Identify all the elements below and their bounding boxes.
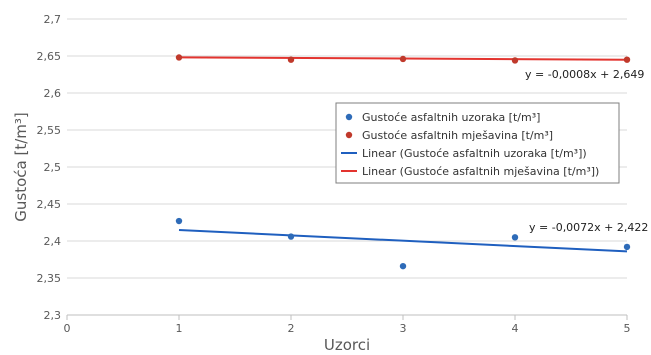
y-tick-label: 2,3 bbox=[44, 309, 62, 322]
data-point bbox=[399, 55, 407, 63]
x-tick-labels: 0 1 2 3 4 5 bbox=[64, 322, 631, 335]
y-tick-label: 2,45 bbox=[37, 198, 62, 211]
x-tick-label: 4 bbox=[512, 322, 519, 335]
legend-entry: Gustoće asfaltnih uzoraka [t/m³] bbox=[362, 111, 540, 124]
legend-marker bbox=[345, 131, 353, 139]
axes bbox=[66, 314, 628, 320]
x-tick-label: 2 bbox=[288, 322, 295, 335]
y-tick-label: 2,5 bbox=[44, 161, 62, 174]
data-point bbox=[399, 262, 407, 270]
legend-box bbox=[335, 102, 620, 184]
x-tick-label: 1 bbox=[176, 322, 183, 335]
legend-marker bbox=[345, 113, 353, 121]
legend-entry: Gustoće asfaltnih mješavina [t/m³] bbox=[362, 129, 553, 142]
x-tick-label: 0 bbox=[64, 322, 71, 335]
y-tick-label: 2,35 bbox=[37, 272, 62, 285]
y-tick-label: 2,65 bbox=[37, 50, 62, 63]
data-point bbox=[175, 217, 183, 225]
y-tick-label: 2,4 bbox=[44, 235, 62, 248]
y-tick-label: 2,7 bbox=[44, 13, 62, 26]
data-points bbox=[175, 54, 631, 270]
y-axis-title: Gustoća [t/m³] bbox=[12, 112, 30, 221]
data-point bbox=[287, 233, 295, 240]
legend-entry: Linear (Gustoće asfaltnih uzoraka [t/m³]… bbox=[362, 147, 587, 160]
x-tick-label: 3 bbox=[400, 322, 407, 335]
data-point bbox=[623, 56, 631, 63]
data-point bbox=[175, 54, 183, 61]
y-tick-labels: 2,3 2,35 2,4 2,45 2,5 2,55 2,6 2,65 2,7 bbox=[37, 13, 62, 322]
legend: Gustoće asfaltnih uzoraka [t/m³] Gustoće … bbox=[335, 102, 620, 184]
trendline-equation: y = -0,0008x + 2,649 bbox=[525, 68, 644, 81]
trend-equations: y = -0,0072x + 2,422 y = -0,0008x + 2,649 bbox=[525, 68, 648, 234]
data-point bbox=[511, 234, 519, 241]
y-tick-label: 2,55 bbox=[37, 124, 62, 137]
x-axis-title: Uzorci bbox=[324, 336, 370, 354]
data-point bbox=[287, 56, 295, 63]
legend-entry: Linear (Gustoće asfaltnih mješavina [t/m… bbox=[362, 165, 599, 178]
data-point bbox=[623, 243, 631, 251]
data-point bbox=[511, 57, 519, 64]
trendline-2 bbox=[178, 229, 628, 253]
y-tick-label: 2,6 bbox=[44, 87, 62, 100]
x-tick-label: 5 bbox=[624, 322, 631, 335]
trendline-equation: y = -0,0072x + 2,422 bbox=[529, 221, 648, 234]
